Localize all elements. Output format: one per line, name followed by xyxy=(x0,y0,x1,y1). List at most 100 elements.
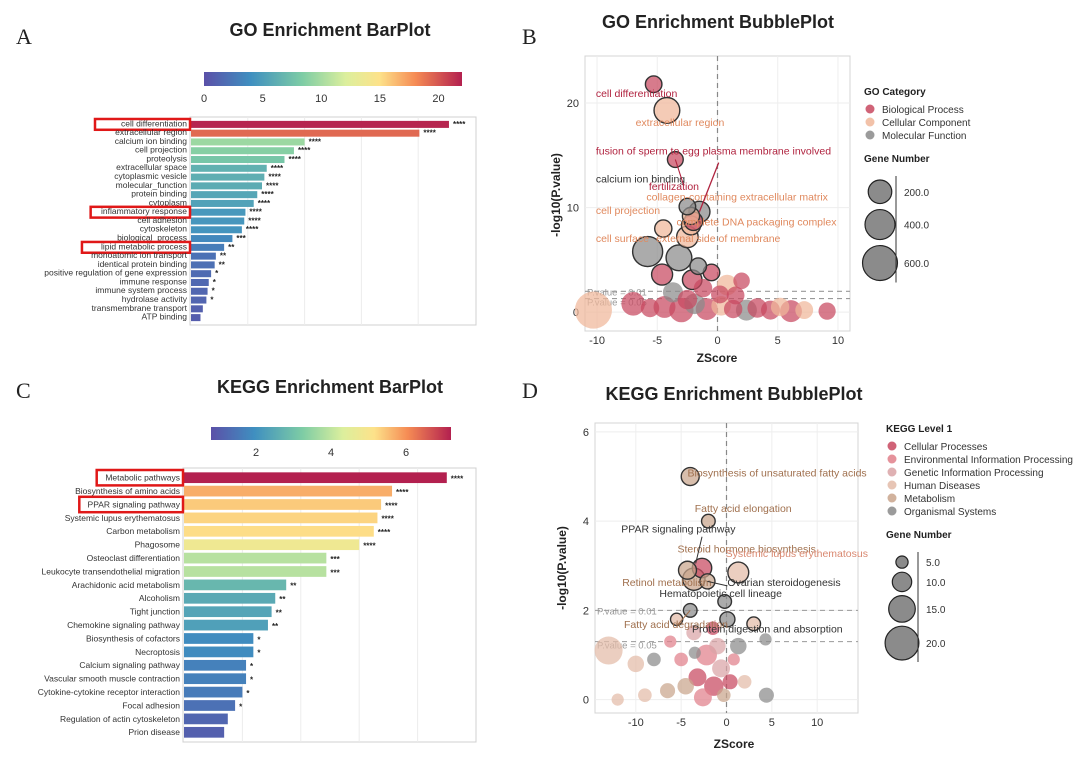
x-tick-label: -10 xyxy=(628,717,644,729)
legend-label: Metabolism xyxy=(904,494,955,505)
size-legend-label: 15.0 xyxy=(926,605,946,616)
legend-swatch xyxy=(865,104,875,114)
chart-title-c: KEGG Enrichment BarPlot xyxy=(217,377,443,397)
bar xyxy=(191,191,258,199)
bubble xyxy=(710,285,729,304)
bubble xyxy=(726,286,745,305)
bar xyxy=(184,485,393,497)
bubble xyxy=(689,257,708,276)
plot-frame-c xyxy=(182,467,477,743)
category-label: cell differentiation xyxy=(121,118,187,128)
legend-swatch xyxy=(887,493,897,503)
colorbar-tick-label: 6 xyxy=(403,447,409,459)
category-label: Biosynthesis of amino acids xyxy=(75,486,180,496)
category-label: inflammatory response xyxy=(101,206,187,216)
significance-label: **** xyxy=(378,528,391,537)
bubble xyxy=(746,616,762,632)
bar xyxy=(184,673,247,685)
colorbar-tick-label: 5 xyxy=(260,93,266,105)
significance-label: **** xyxy=(271,164,284,173)
bar xyxy=(184,606,272,618)
bar xyxy=(184,646,254,658)
legend-swatch xyxy=(865,117,875,127)
bar xyxy=(191,217,245,225)
bar xyxy=(191,120,449,128)
bubble-annotation: fertilization xyxy=(649,181,699,193)
category-label: Vascular smooth muscle contraction xyxy=(44,674,180,684)
bubble xyxy=(621,292,645,316)
category-label: Carbon metabolism xyxy=(106,526,180,536)
bubble-annotation: Steroid hormone biosynthesis xyxy=(678,543,816,555)
significance-label: **** xyxy=(249,208,262,217)
size-legend-bubble xyxy=(888,595,916,623)
bubble xyxy=(653,96,681,124)
bubble-annotation: Biosynthesis of unsaturated fatty acids xyxy=(688,468,867,480)
size-legend-bubble xyxy=(895,555,909,569)
y-tick-label: 20 xyxy=(567,98,579,110)
bubble xyxy=(700,513,716,529)
panel-label-a: A xyxy=(16,24,32,49)
highlight-box xyxy=(80,240,192,254)
significance-label: * xyxy=(210,296,214,305)
category-label: cell adhesion xyxy=(137,215,187,225)
x-tick-label: -5 xyxy=(652,335,662,347)
bar xyxy=(191,129,420,137)
category-label: Calcium signaling pathway xyxy=(79,660,180,670)
significance-label: * xyxy=(257,635,261,644)
size-legend-label: 400.0 xyxy=(904,221,929,232)
bubble xyxy=(644,75,663,94)
significance-label: * xyxy=(239,702,243,711)
colorbar-tick-label: 2 xyxy=(253,447,259,459)
bar xyxy=(184,499,382,510)
category-label: biological_process xyxy=(117,232,187,242)
bubble xyxy=(653,219,673,238)
colorbar-tick-label: 4 xyxy=(328,447,334,459)
highlight-box xyxy=(78,495,185,514)
significance-label: ** xyxy=(219,260,226,269)
colorbar-tick-label: 20 xyxy=(432,93,444,105)
colorbar-a xyxy=(204,72,462,86)
bubble xyxy=(770,297,790,317)
category-label: identical protein binding xyxy=(98,259,188,269)
significance-label: **** xyxy=(381,515,394,524)
significance-label: **** xyxy=(261,190,274,199)
bars-c: Metabolic pathways **** Biosynthesis of am… xyxy=(38,468,464,738)
bubble-annotation: Hematopoietic cell lineage xyxy=(659,588,782,600)
category-label: transmembrane transport xyxy=(92,303,188,313)
bubble xyxy=(638,688,652,702)
significance-label: * xyxy=(257,649,261,658)
bubble xyxy=(680,466,700,487)
bubble xyxy=(733,272,750,290)
bubble-annotation: Fatty acid degradation xyxy=(624,619,728,631)
category-label: Metabolic pathways xyxy=(105,473,180,483)
significance-label: **** xyxy=(258,199,271,208)
significance-label: * xyxy=(215,269,219,278)
annotations-d: Biosynthesis of unsaturated fatty acids F… xyxy=(621,468,868,636)
legend-label: Cellular Component xyxy=(882,118,971,129)
bar xyxy=(184,472,447,484)
bubble xyxy=(647,652,661,667)
category-label: Chemokine signaling pathway xyxy=(67,620,181,630)
colorbar-tick-label: 15 xyxy=(374,93,386,105)
bubble-annotation: cell surface xyxy=(596,233,649,245)
bubble xyxy=(611,693,624,706)
bar xyxy=(191,226,242,234)
category-label: positive regulation of gene expression xyxy=(44,268,187,278)
bubbles-b xyxy=(574,75,836,329)
bar xyxy=(184,659,247,671)
bubble xyxy=(677,560,698,580)
annotation-leader xyxy=(676,610,691,627)
category-label: cytoplasm xyxy=(149,197,187,207)
bubble xyxy=(719,611,736,628)
bubble-annotation: PPAR signaling pathway xyxy=(621,523,736,535)
legend-b: GO Category Biological Process Cellular Co… xyxy=(861,87,971,283)
category-label: Biosynthesis of cofactors xyxy=(86,633,180,643)
significance-label: **** xyxy=(288,155,301,164)
significance-label: **** xyxy=(423,129,436,138)
bar xyxy=(191,182,262,190)
category-label: hydrolase activity xyxy=(122,294,188,304)
colorbar-c xyxy=(211,427,451,440)
colorbar-ticks-c: 2 4 6 xyxy=(253,447,409,459)
significance-label: **** xyxy=(385,501,398,510)
